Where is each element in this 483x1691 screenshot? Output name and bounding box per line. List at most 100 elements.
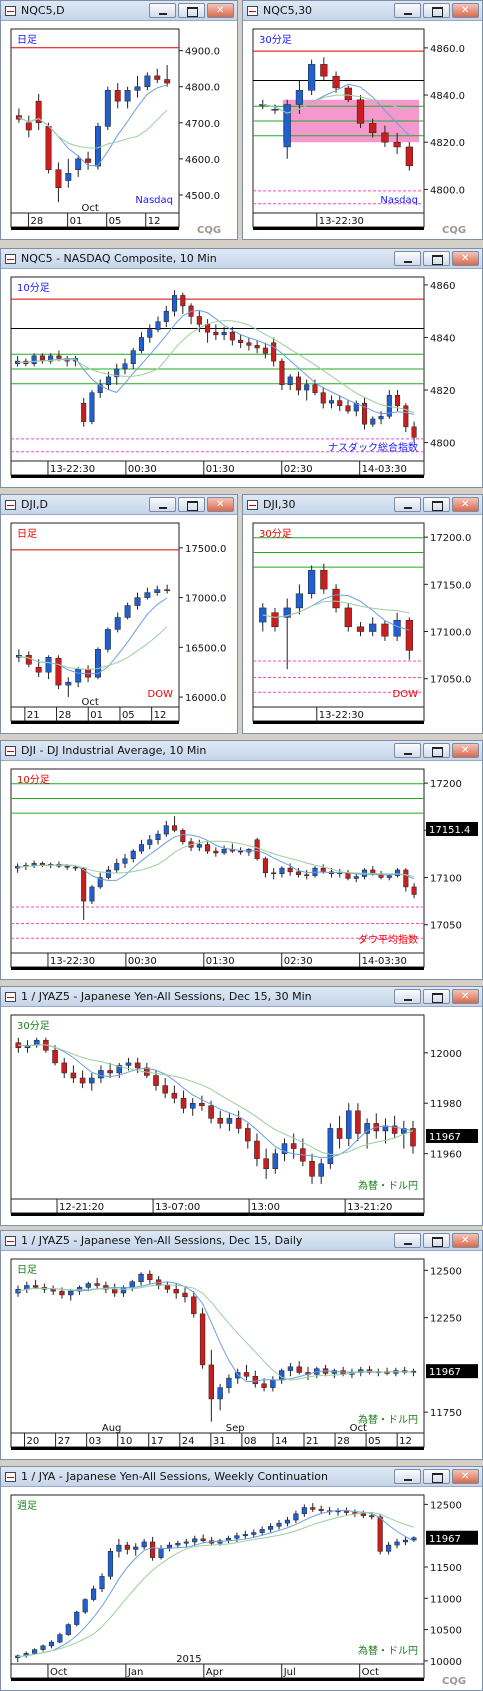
x-tick-label: 08: [244, 1436, 257, 1447]
candle-15: [147, 1270, 153, 1284]
x-tick-label: 14-03:30: [362, 956, 407, 967]
y-tick-label: 17100.0: [430, 628, 471, 639]
candle-48: [411, 421, 417, 443]
x-tick-label: 13-22:30: [319, 710, 364, 721]
x-tick-label: 24: [182, 1436, 195, 1447]
candle-13: [144, 72, 151, 91]
candle-27: [238, 847, 244, 855]
cqg-logo: CQG: [197, 225, 221, 236]
moving-average-line: [18, 1044, 414, 1159]
maximize-button[interactable]: [423, 3, 450, 18]
candle-11: [107, 1548, 114, 1580]
candle-4: [308, 565, 316, 599]
y-tick-label: 10000: [430, 1657, 462, 1668]
candle-9: [369, 617, 377, 637]
candle-15: [164, 65, 171, 87]
window-title: DJI,30: [263, 498, 296, 511]
candle-9: [89, 885, 95, 904]
x-tick-label: 27: [58, 1436, 71, 1447]
close-button[interactable]: [452, 1233, 479, 1248]
close-button[interactable]: [452, 989, 479, 1004]
chart-window-w7: 1 / JYAZ5 - Japanese Yen-All Sessions, D…: [0, 986, 483, 1226]
candle-27: [242, 1530, 248, 1539]
title-bar[interactable]: 1 / JYA - Japanese Yen-All Sessions, Wee…: [1, 1467, 482, 1487]
plot-area: [10, 768, 425, 954]
window-title: DJI - DJ Industrial Average, 10 Min: [21, 744, 207, 757]
minimize-button[interactable]: [394, 1233, 421, 1248]
maximize-button[interactable]: [178, 497, 205, 512]
close-button[interactable]: [452, 743, 479, 758]
minimize-button[interactable]: [394, 497, 421, 512]
chart-watermark: Nasdaq: [135, 195, 173, 206]
window-controls: [392, 497, 479, 513]
close-button[interactable]: [452, 3, 479, 18]
candle-15: [141, 1538, 147, 1550]
candle-35: [304, 379, 310, 401]
candle-8: [81, 397, 87, 427]
minimize-button[interactable]: [149, 497, 176, 512]
x-tick-label: 02:30: [284, 956, 313, 967]
candle-32: [296, 1361, 302, 1375]
title-bar[interactable]: DJI,30: [243, 495, 482, 515]
minimize-button[interactable]: [394, 251, 421, 266]
minimize-button[interactable]: [149, 3, 176, 18]
maximize-button[interactable]: [423, 743, 450, 758]
close-button[interactable]: [452, 1469, 479, 1484]
close-button[interactable]: [452, 497, 479, 512]
candle-22: [196, 839, 202, 852]
x-tick-label: 12: [399, 1436, 412, 1447]
session-bar: [253, 227, 424, 230]
close-button[interactable]: [207, 497, 234, 512]
maximize-button[interactable]: [423, 1469, 450, 1484]
candle-35: [310, 1503, 316, 1512]
title-bar[interactable]: DJI - DJ Industrial Average, 10 Min: [1, 741, 482, 761]
candle-3: [40, 1644, 46, 1652]
candle-33: [318, 1158, 324, 1184]
title-bar[interactable]: 1 / JYAZ5 - Japanese Yen-All Sessions, D…: [1, 1231, 482, 1251]
minimize-button[interactable]: [394, 3, 421, 18]
candle-25: [245, 1123, 251, 1149]
candle-1: [25, 115, 32, 138]
chart-window-icon: [5, 6, 16, 16]
maximize-button[interactable]: [423, 1233, 450, 1248]
candle-33: [293, 1510, 299, 1524]
candle-12: [405, 617, 413, 660]
chart-label: 日足: [17, 34, 37, 46]
candle-2: [283, 99, 291, 159]
x-tick-label: 02:30: [284, 464, 313, 475]
title-bar[interactable]: NQC5,30: [243, 1, 482, 21]
maximize-button[interactable]: [423, 251, 450, 266]
candle-18: [173, 1283, 179, 1299]
minimize-button[interactable]: [394, 743, 421, 758]
window-title: 1 / JYAZ5 - Japanese Yen-All Sessions, D…: [21, 1234, 303, 1247]
candle-17: [171, 1085, 178, 1104]
candle-37: [320, 387, 326, 409]
candle-42: [362, 397, 368, 430]
candle-23: [217, 1383, 223, 1411]
candle-29: [254, 340, 260, 354]
title-bar[interactable]: DJI,D: [1, 495, 237, 515]
price-badge: [426, 822, 478, 837]
candle-35: [304, 869, 310, 880]
moving-average-line-slow: [18, 109, 168, 149]
minimize-button[interactable]: [394, 1469, 421, 1484]
title-bar[interactable]: 1 / JYAZ5 - Japanese Yen-All Sessions, D…: [1, 987, 482, 1007]
minimize-button[interactable]: [394, 989, 421, 1004]
x-tick-label: 28: [337, 1436, 350, 1447]
candle-43: [410, 1120, 416, 1154]
x-tick-label: 13-21:20: [347, 1202, 392, 1213]
maximize-button[interactable]: [423, 497, 450, 512]
candle-7: [344, 603, 352, 632]
candle-19: [172, 290, 178, 317]
candle-9: [104, 86, 111, 131]
close-button[interactable]: [207, 3, 234, 18]
price-badge-text: 11967: [429, 1132, 461, 1143]
candle-12: [116, 1538, 122, 1558]
title-bar[interactable]: NQC5 - NASDAQ Composite, 10 Min: [1, 249, 482, 269]
maximize-button[interactable]: [423, 989, 450, 1004]
title-bar[interactable]: NQC5,D: [1, 1, 237, 21]
close-button[interactable]: [452, 251, 479, 266]
maximize-button[interactable]: [178, 3, 205, 18]
chart-label: 日足: [17, 1264, 37, 1276]
